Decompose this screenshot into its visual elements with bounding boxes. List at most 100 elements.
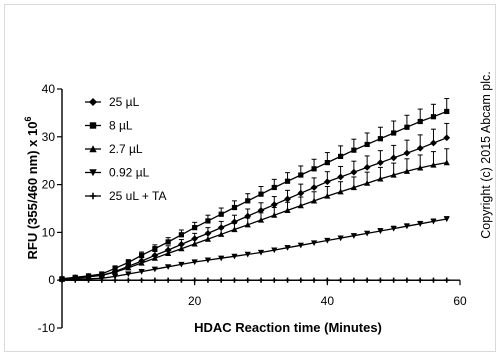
plot-area	[58, 98, 451, 283]
legend-label: 8 µL	[109, 119, 133, 133]
data-point	[244, 221, 251, 228]
series-line	[61, 137, 447, 280]
data-point	[191, 259, 198, 266]
data-point	[390, 171, 397, 178]
data-point	[391, 277, 397, 283]
data-point	[139, 252, 145, 258]
data-point	[59, 277, 65, 283]
data-point	[364, 180, 371, 186]
data-point	[178, 277, 184, 283]
y-tick-label: -10	[38, 321, 56, 335]
data-point	[444, 277, 450, 283]
legend-label: 25 µL	[109, 95, 140, 109]
data-point	[271, 212, 278, 218]
data-point	[151, 266, 158, 273]
data-point	[391, 130, 397, 136]
data-point	[310, 184, 318, 191]
data-point	[125, 264, 132, 271]
data-point	[351, 147, 357, 153]
data-point	[417, 164, 424, 171]
data-point	[416, 144, 424, 152]
data-point	[165, 250, 172, 257]
data-point	[178, 261, 185, 268]
data-point	[377, 277, 383, 283]
x-tick-label: 40	[321, 294, 335, 308]
data-point	[404, 277, 410, 283]
legend-marker	[89, 169, 97, 177]
data-point	[257, 207, 265, 214]
data-point	[403, 223, 411, 230]
data-point	[111, 268, 119, 275]
data-point	[245, 198, 251, 204]
data-point	[152, 277, 158, 283]
data-point	[165, 239, 171, 245]
data-point	[244, 251, 251, 258]
data-point	[311, 166, 317, 172]
legend-marker	[89, 98, 97, 106]
data-point	[218, 277, 224, 283]
legend-item-3: 2.7 µL	[85, 142, 143, 156]
data-point	[284, 195, 291, 203]
data-point	[138, 259, 145, 266]
data-point	[231, 253, 238, 260]
data-point	[99, 277, 105, 283]
data-point	[350, 184, 357, 191]
data-point	[377, 175, 384, 182]
data-point	[364, 230, 371, 237]
y-axis-label: RFU (355/460 nm) x 106	[23, 116, 40, 259]
data-point	[204, 235, 212, 242]
data-point	[338, 153, 344, 159]
data-point	[338, 277, 344, 283]
data-point	[324, 277, 330, 283]
data-point	[257, 249, 265, 256]
data-point	[430, 277, 437, 283]
y-tick-label: 20	[42, 178, 56, 192]
data-point	[310, 197, 318, 204]
legend-label: 0.92 µL	[109, 166, 150, 180]
series-line	[61, 218, 447, 281]
data-point	[297, 202, 304, 209]
legend-label: 2.7 µL	[109, 142, 143, 156]
data-point	[430, 218, 437, 225]
legend-item-2: 8 µL	[85, 119, 133, 133]
legend-item-1: 25 µL	[85, 95, 140, 109]
data-point	[297, 189, 305, 197]
y-tick-label: 0	[48, 273, 55, 287]
data-point	[85, 277, 92, 283]
data-point	[298, 172, 304, 178]
data-point	[297, 242, 304, 249]
data-point	[205, 218, 211, 224]
series-2	[59, 98, 450, 282]
data-point	[231, 204, 238, 211]
data-point	[363, 163, 371, 171]
data-point	[271, 184, 277, 191]
data-point	[165, 264, 172, 270]
data-point	[218, 211, 224, 217]
data-point	[284, 277, 291, 283]
data-point	[351, 277, 357, 283]
data-point	[323, 178, 331, 186]
data-point	[271, 247, 278, 254]
legend-marker	[89, 145, 97, 153]
copyright-text: Copyright (c) 2015 Abcam plc.	[479, 71, 493, 238]
data-point	[191, 240, 198, 247]
legend: 25 µL 8 µL 2.7 µL 0.92 µL 25 uL + TA	[85, 95, 167, 203]
data-point	[310, 240, 318, 247]
legend-item-4: 0.92 µL	[85, 166, 150, 180]
data-point	[165, 277, 171, 283]
series-4	[58, 216, 450, 283]
data-point	[443, 216, 450, 223]
data-point	[443, 134, 451, 142]
x-tick-label: 60	[453, 294, 467, 308]
series-3	[58, 148, 450, 282]
data-point	[443, 159, 450, 166]
data-point	[270, 201, 278, 209]
x-axis-label: HDAC Reaction time (Minutes)	[194, 320, 382, 335]
data-point	[125, 277, 131, 283]
legend-label: 25 uL + TA	[109, 189, 167, 203]
data-point	[111, 273, 119, 280]
data-point	[125, 259, 131, 266]
legend-item-5: 25 uL + TA	[85, 189, 167, 203]
legend-marker	[89, 122, 97, 129]
